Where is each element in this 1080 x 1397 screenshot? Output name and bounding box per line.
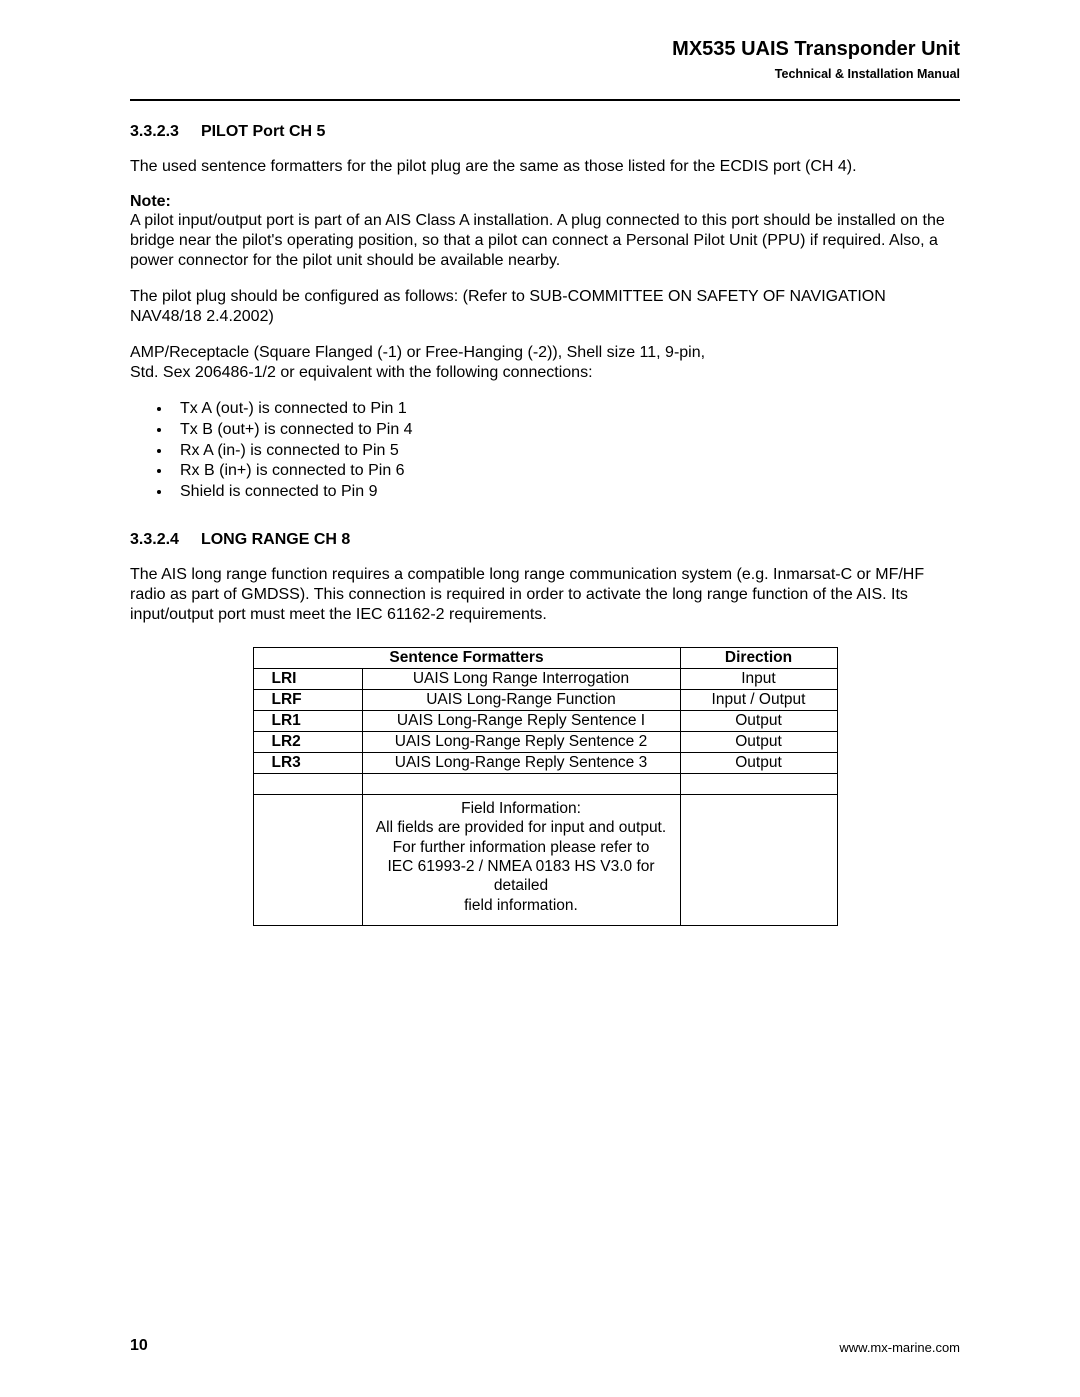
cell-empty <box>680 773 837 794</box>
section2-p1: The AIS long range function requires a c… <box>130 565 960 625</box>
sentence-formatters-table: Sentence Formatters Direction LRI UAIS L… <box>253 647 838 926</box>
table-spacer-row <box>253 773 837 794</box>
cell-empty <box>253 773 362 794</box>
cell-dir: Output <box>680 752 837 773</box>
cell-desc: UAIS Long-Range Function <box>362 689 680 710</box>
doc-title: MX535 UAIS Transponder Unit <box>130 38 960 61</box>
doc-subtitle: Technical & Installation Manual <box>130 67 960 81</box>
section-number-1: 3.3.2.3 <box>130 123 179 141</box>
page: MX535 UAIS Transponder Unit Technical & … <box>0 0 1080 1397</box>
sentence-formatters-table-wrap: Sentence Formatters Direction LRI UAIS L… <box>253 647 838 926</box>
th-sentence-formatters: Sentence Formatters <box>253 647 680 668</box>
th-direction: Direction <box>680 647 837 668</box>
table-row: LR3 UAIS Long-Range Reply Sentence 3 Out… <box>253 752 837 773</box>
cell-field-info: Field Information: All fields are provid… <box>362 794 680 925</box>
cell-empty <box>253 794 362 925</box>
section-heading-2: 3.3.2.4 LONG RANGE CH 8 <box>130 531 960 549</box>
note-label: Note: <box>130 193 960 211</box>
cell-code: LRF <box>253 689 362 710</box>
cell-dir: Input <box>680 668 837 689</box>
cell-desc: UAIS Long-Range Reply Sentence I <box>362 710 680 731</box>
cell-code: LR1 <box>253 710 362 731</box>
cell-desc: UAIS Long Range Interrogation <box>362 668 680 689</box>
section-number-2: 3.3.2.4 <box>130 531 179 549</box>
footer-url: www.mx-marine.com <box>839 1340 960 1355</box>
page-number: 10 <box>130 1337 148 1355</box>
cell-dir: Output <box>680 731 837 752</box>
cell-dir: Output <box>680 710 837 731</box>
section-title-2: LONG RANGE CH 8 <box>201 531 350 548</box>
pin-list: Tx A (out-) is connected to Pin 1 Tx B (… <box>130 399 960 503</box>
table-info-row: Field Information: All fields are provid… <box>253 794 837 925</box>
page-footer: 10 www.mx-marine.com <box>130 1337 960 1355</box>
table-row: LR1 UAIS Long-Range Reply Sentence I Out… <box>253 710 837 731</box>
cell-dir: Input / Output <box>680 689 837 710</box>
section-heading-1: 3.3.2.3 PILOT Port CH 5 <box>130 123 960 141</box>
section1-p1: The used sentence formatters for the pil… <box>130 157 960 177</box>
section1-p3: AMP/Receptacle (Square Flanged (-1) or F… <box>130 343 960 383</box>
section1-p2: The pilot plug should be configured as f… <box>130 287 960 327</box>
cell-code: LRI <box>253 668 362 689</box>
list-item: Rx B (in+) is connected to Pin 6 <box>172 461 960 482</box>
list-item: Tx B (out+) is connected to Pin 4 <box>172 420 960 441</box>
section-title-1: PILOT Port CH 5 <box>201 123 325 140</box>
cell-desc: UAIS Long-Range Reply Sentence 2 <box>362 731 680 752</box>
list-item: Rx A (in-) is connected to Pin 5 <box>172 441 960 462</box>
page-header: MX535 UAIS Transponder Unit Technical & … <box>130 38 960 81</box>
note-body: A pilot input/output port is part of an … <box>130 211 960 271</box>
table-header-row: Sentence Formatters Direction <box>253 647 837 668</box>
table-row: LRF UAIS Long-Range Function Input / Out… <box>253 689 837 710</box>
cell-code: LR2 <box>253 731 362 752</box>
cell-empty <box>362 773 680 794</box>
cell-desc: UAIS Long-Range Reply Sentence 3 <box>362 752 680 773</box>
list-item: Shield is connected to Pin 9 <box>172 482 960 503</box>
cell-code: LR3 <box>253 752 362 773</box>
cell-empty <box>680 794 837 925</box>
table-row: LRI UAIS Long Range Interrogation Input <box>253 668 837 689</box>
table-row: LR2 UAIS Long-Range Reply Sentence 2 Out… <box>253 731 837 752</box>
header-rule <box>130 99 960 101</box>
list-item: Tx A (out-) is connected to Pin 1 <box>172 399 960 420</box>
